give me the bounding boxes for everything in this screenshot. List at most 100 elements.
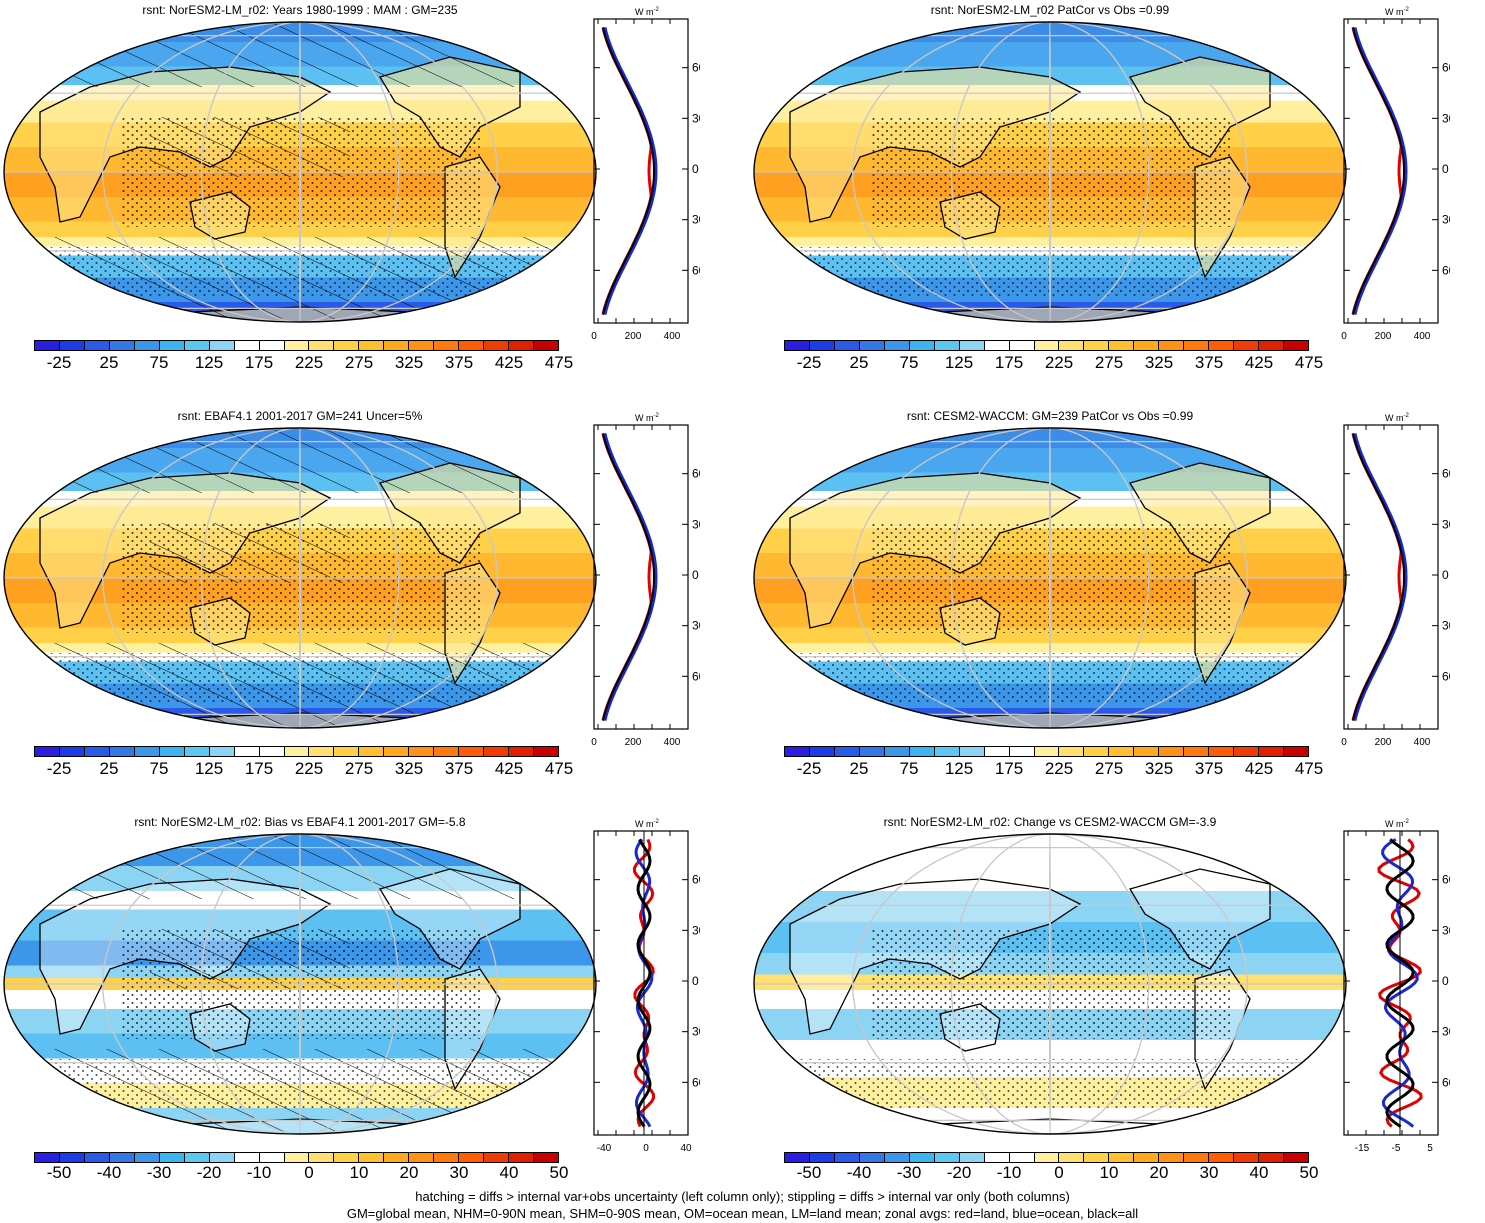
colorbar-swatch	[808, 1153, 834, 1162]
colorbar-tick-label: 0	[304, 1163, 314, 1182]
colorbar-swatch	[433, 747, 459, 756]
profile-lat-label: 30N	[1442, 111, 1450, 125]
colorbar-tick-label: 375	[1194, 353, 1224, 372]
colorbar-tick-label: 20	[399, 1163, 419, 1182]
profile-x-tick-label: -40	[597, 1143, 612, 1154]
colorbar-tick-label: 175	[244, 759, 274, 778]
colorbar-swatch	[108, 1153, 134, 1162]
zonal-mean-line	[603, 27, 658, 315]
profile-units-label: W m-2	[635, 413, 659, 423]
profile-lat-label: 30S	[692, 1025, 700, 1039]
colorbar-swatch	[233, 1153, 259, 1162]
colorbar-tick-label: 10	[349, 1163, 369, 1182]
profile-lat-label: 60S	[692, 263, 700, 277]
colorbar-swatch	[1158, 341, 1184, 350]
colorbar-swatch	[808, 747, 834, 756]
zonal-profile-5: W m-2 60N 30N 0 30S 60S -40 0 40	[593, 819, 700, 1154]
profile-x-tick-label: 0	[591, 331, 597, 342]
colorbar-swatch	[233, 341, 259, 350]
map-panel-4	[753, 427, 1347, 729]
colorbar-tick-label: 325	[1144, 353, 1174, 372]
zonal-mean-line	[602, 433, 656, 721]
colorbar-swatch	[1283, 747, 1309, 756]
colorbar-1	[34, 340, 559, 351]
colorbar-swatch	[1258, 747, 1284, 756]
colorbar-swatch	[433, 1153, 459, 1162]
colorbar-tick-label: 475	[544, 353, 574, 372]
map-panel-2	[753, 21, 1347, 323]
colorbar-tick-label: 125	[194, 353, 224, 372]
colorbar-tick-label: 25	[99, 759, 119, 778]
profile-lat-label: 30S	[692, 619, 700, 633]
colorbar-swatch	[208, 1153, 234, 1162]
profile-x-tick-label: 400	[1414, 737, 1431, 748]
colorbar-swatch	[833, 747, 859, 756]
colorbar-swatch	[408, 341, 434, 350]
colorbar-tick-label: 75	[899, 759, 919, 778]
colorbar-tick-label: -30	[896, 1163, 922, 1182]
colorbar-swatch	[283, 341, 309, 350]
profile-x-tick-label: 40	[680, 1143, 692, 1154]
colorbar-tick-label: -50	[796, 1163, 822, 1182]
colorbar-swatch	[233, 747, 259, 756]
panel-title-5: rsnt: NorESM2-LM_r02: Bias vs EBAF4.1 20…	[134, 815, 466, 829]
colorbar-tick-label: 40	[499, 1163, 519, 1182]
zonal-mean-line	[1385, 838, 1415, 1128]
profile-lat-label: 30N	[1442, 517, 1450, 531]
colorbar-tick-label: 125	[944, 759, 974, 778]
colorbar-tick-label: 175	[994, 353, 1024, 372]
colorbar-swatch	[1283, 1153, 1309, 1162]
colorbar-tick-label: 30	[1199, 1163, 1219, 1182]
profile-x-tick-label: 200	[625, 331, 642, 342]
colorbar-swatch	[508, 341, 534, 350]
colorbar-tick-label: 325	[1144, 759, 1174, 778]
profile-x-tick-label: 400	[664, 331, 681, 342]
colorbar-swatch	[133, 1153, 159, 1162]
colorbar-swatch	[1008, 1153, 1034, 1162]
colorbar-swatch	[1133, 341, 1159, 350]
colorbar-tick-label: -40	[846, 1163, 872, 1182]
colorbar-tick-label: 225	[1044, 759, 1074, 778]
colorbar-swatch	[508, 747, 534, 756]
colorbar-swatch	[883, 341, 909, 350]
colorbar-swatch	[883, 747, 909, 756]
colorbar-6	[784, 1152, 1309, 1163]
colorbar-swatch	[1233, 747, 1259, 756]
profile-lat-label: 60N	[692, 61, 700, 75]
profile-x-tick-label: 400	[664, 737, 681, 748]
colorbar-swatch	[833, 341, 859, 350]
colorbar-tick-label: -30	[146, 1163, 172, 1182]
zonal-mean-line	[602, 27, 656, 315]
colorbar-swatch	[208, 747, 234, 756]
colorbar-tick-label: 30	[449, 1163, 469, 1182]
colorbar-swatch	[58, 747, 84, 756]
profile-units-label: W m-2	[1385, 7, 1409, 17]
profile-lat-label: 60N	[692, 467, 700, 481]
colorbar-swatch	[1058, 1153, 1084, 1162]
colorbar-tick-label: -25	[796, 759, 822, 778]
colorbar-tick-label: 175	[994, 759, 1024, 778]
colorbar-swatch	[983, 341, 1009, 350]
profile-units-label: W m-2	[635, 819, 659, 829]
profile-x-tick-label: -15	[1355, 1143, 1370, 1154]
profile-x-tick-label: 0	[643, 1143, 649, 1154]
colorbar-swatch	[408, 1153, 434, 1162]
colorbar-swatch	[1083, 341, 1109, 350]
colorbar-swatch	[333, 747, 359, 756]
colorbar-swatch	[58, 341, 84, 350]
colorbar-swatch	[1208, 1153, 1234, 1162]
panel-title-3: rsnt: EBAF4.1 2001-2017 GM=241 Uncer=5%	[177, 409, 423, 423]
profile-lat-label: 30S	[692, 213, 700, 227]
colorbar-tick-label: 325	[394, 353, 424, 372]
colorbar-swatch	[333, 341, 359, 350]
footer-note-abbreviations: GM=global mean, NHM=0-90N mean, SHM=0-90…	[346, 1206, 1139, 1221]
colorbar-swatch	[83, 341, 109, 350]
profile-units-label: W m-2	[1385, 413, 1409, 423]
colorbar-tick-label: -25	[46, 353, 72, 372]
colorbar-swatch	[858, 747, 884, 756]
colorbar-swatch	[1008, 747, 1034, 756]
profile-lat-label: 60N	[1442, 467, 1450, 481]
colorbar-swatch	[1033, 747, 1059, 756]
colorbar-swatch	[458, 747, 484, 756]
panel-title-6: rsnt: NorESM2-LM_r02: Change vs CESM2-WA…	[883, 815, 1217, 829]
